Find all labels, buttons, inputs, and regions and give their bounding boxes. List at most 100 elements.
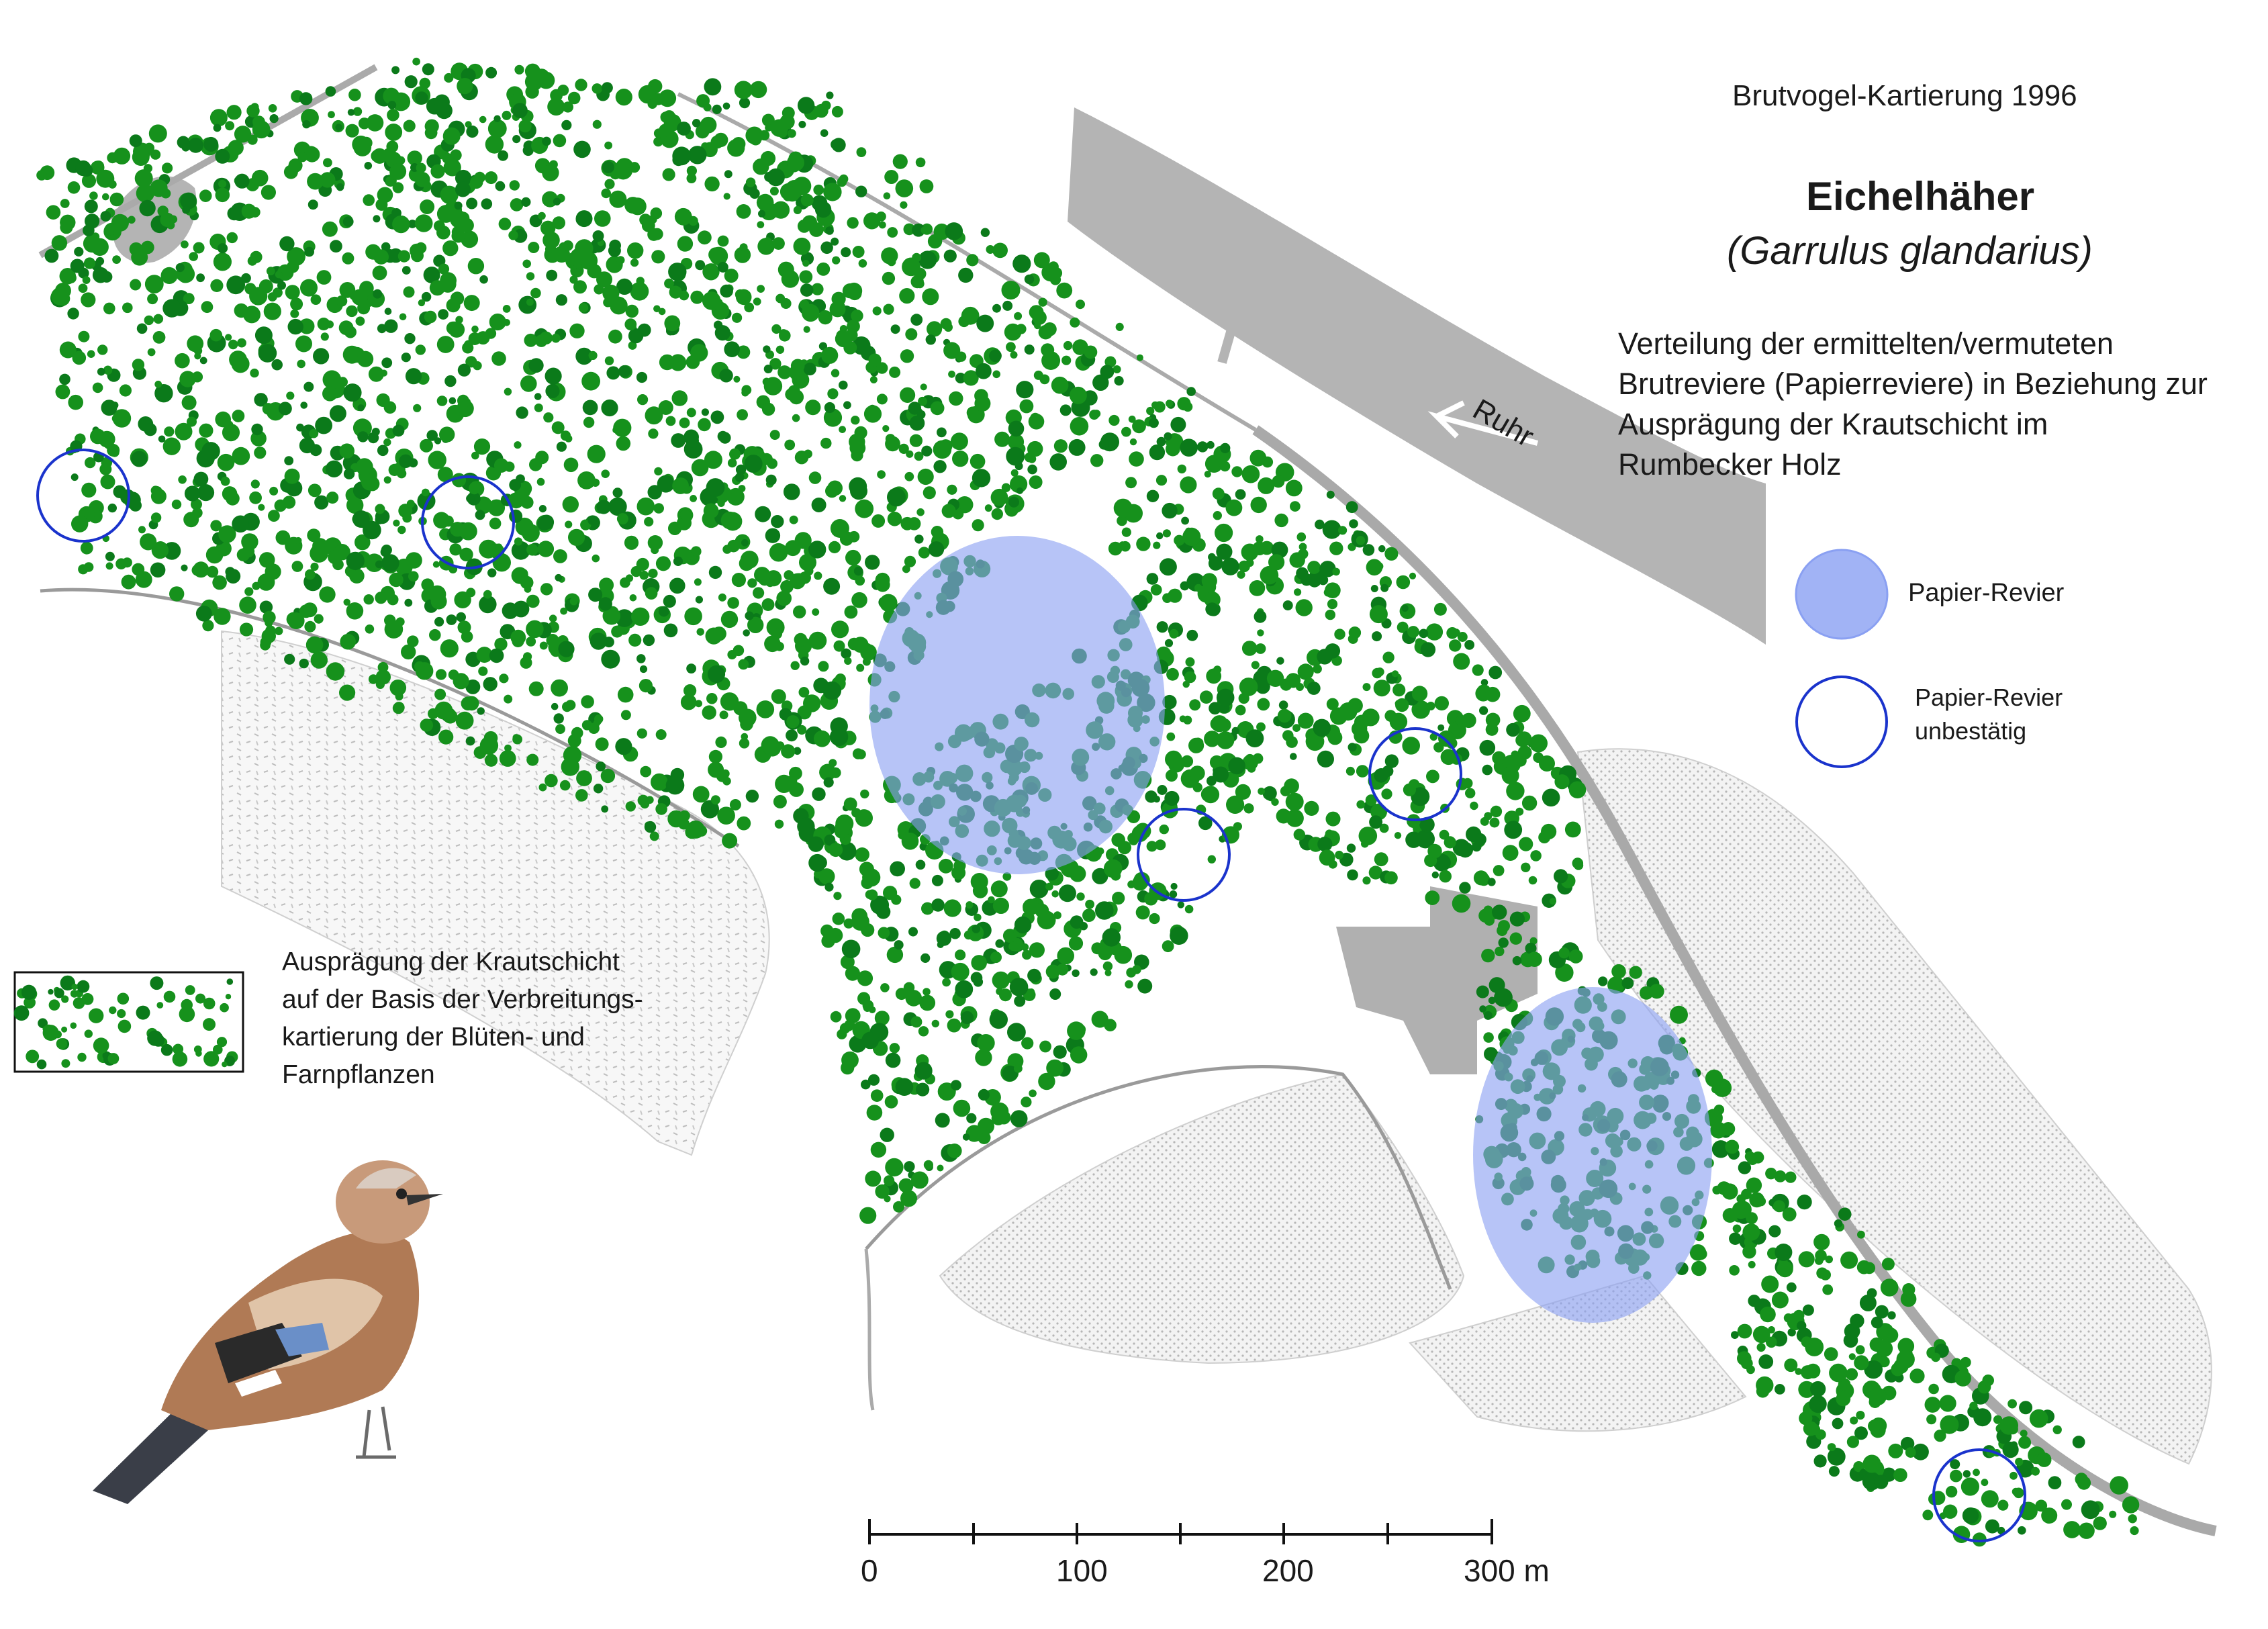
vegetation-dot	[393, 519, 400, 527]
river-tributary	[1217, 314, 1240, 364]
vegetation-dot	[963, 370, 979, 386]
vegetation-dot	[465, 700, 475, 710]
vegetation-dot	[1045, 882, 1053, 891]
vegetation-dot	[203, 1051, 220, 1067]
vegetation-dot	[606, 366, 620, 380]
vegetation-dot	[237, 338, 246, 348]
vegetation-dot	[794, 633, 808, 647]
vegetation-dot	[189, 252, 199, 261]
vegetation-dot	[203, 1018, 216, 1031]
vegetation-dot	[514, 441, 522, 449]
vegetation-dot	[212, 575, 227, 590]
vegetation-dot	[463, 295, 480, 312]
vegetation-dot	[625, 304, 639, 318]
vegetation-dot	[1016, 381, 1034, 399]
vegetation-dot	[641, 219, 655, 232]
vegetation-dot	[937, 1164, 944, 1172]
vegetation-dot	[297, 152, 308, 162]
vegetation-dot	[800, 283, 814, 297]
vegetation-dot	[1848, 1353, 1856, 1360]
vegetation-dot	[776, 590, 792, 606]
vegetation-dot	[162, 437, 181, 455]
vegetation-dot	[413, 404, 422, 412]
vegetation-dot	[239, 622, 254, 637]
vegetation-dot	[958, 267, 974, 283]
vegetation-dot	[1530, 850, 1542, 862]
vegetation-dot	[342, 216, 354, 227]
vegetation-dot	[1840, 1251, 1858, 1269]
vegetation-dot	[628, 341, 637, 350]
vegetation-dot	[1902, 1283, 1916, 1297]
vegetation-dot	[266, 267, 275, 276]
vegetation-dot	[528, 358, 543, 373]
vegetation-dot	[442, 127, 461, 145]
vegetation-dot	[1815, 1250, 1827, 1262]
vegetation-dot	[1298, 543, 1307, 551]
vegetation-dot	[1822, 1284, 1834, 1295]
vegetation-dot	[436, 336, 455, 353]
vegetation-dot	[183, 293, 195, 304]
vegetation-dot	[1444, 836, 1456, 849]
description-line-2: Brutreviere (Papierreviere) in Beziehung…	[1618, 367, 2208, 401]
vegetation-dot	[520, 575, 534, 590]
vegetation-dot	[1922, 1509, 1934, 1521]
vegetation-dot	[708, 761, 724, 778]
vegetation-dot	[408, 220, 417, 228]
vegetation-dot	[471, 325, 479, 333]
vegetation-dot	[1212, 487, 1225, 500]
vegetation-dot	[1226, 795, 1245, 814]
vegetation-dot	[1457, 841, 1474, 858]
vegetation-dot	[664, 315, 681, 332]
vegetation-dot	[144, 275, 164, 293]
vegetation-dot	[1051, 890, 1059, 898]
vegetation-dot	[373, 289, 383, 299]
vegetation-dot	[154, 380, 162, 388]
vegetation-dot	[112, 255, 122, 264]
vegetation-dot	[551, 333, 561, 343]
vegetation-dot	[588, 351, 598, 361]
vegetation-dot	[408, 571, 419, 582]
vegetation-dot	[26, 1050, 40, 1064]
vegetation-dot	[528, 681, 544, 696]
vegetation-dot	[299, 92, 313, 105]
vegetation-dot	[1153, 541, 1161, 549]
vegetation-dot	[1198, 816, 1213, 831]
vegetation-dot	[263, 610, 276, 624]
vegetation-dot	[1786, 1282, 1797, 1293]
unconfirmed-territory-5	[1932, 1448, 2026, 1542]
vegetation-dot	[894, 940, 904, 950]
vegetation-dot	[1017, 487, 1023, 494]
vegetation-dot	[1425, 623, 1444, 641]
vegetation-dot	[1162, 940, 1174, 953]
vegetation-dot	[720, 284, 733, 298]
vegetation-dot	[1221, 557, 1239, 575]
vegetation-dot	[222, 486, 238, 502]
vegetation-dot	[575, 79, 587, 91]
vegetation-dot	[131, 248, 148, 266]
vegetation-dot	[933, 440, 952, 459]
vegetation-dot	[1473, 870, 1489, 886]
vegetation-dot	[901, 833, 919, 850]
vegetation-dot	[1268, 554, 1285, 571]
vegetation-dot	[861, 1079, 871, 1090]
vegetation-dot	[504, 694, 513, 704]
vegetation-dot	[121, 574, 136, 590]
vegetation-dot	[1900, 1436, 1915, 1451]
vegetation-dot	[1384, 754, 1399, 768]
vegetation-dot	[759, 130, 770, 141]
vegetation-dot	[543, 412, 554, 423]
vegetation-dot	[1827, 1448, 1846, 1466]
vegetation-dot	[1993, 1415, 2003, 1424]
vegetation-dot	[1375, 562, 1384, 571]
vegetation-dot	[1887, 1311, 1896, 1320]
vegetation-dot	[228, 140, 244, 156]
vegetation-dot	[931, 1019, 940, 1028]
vegetation-dot	[1010, 475, 1028, 494]
vegetation-dot	[1146, 406, 1155, 416]
vegetation-dot	[596, 271, 612, 288]
vegetation-dot	[966, 254, 979, 267]
vegetation-dot	[278, 402, 292, 416]
vegetation-dot	[591, 478, 600, 487]
vegetation-dot	[1008, 434, 1025, 450]
vegetation-dot	[1028, 414, 1045, 430]
